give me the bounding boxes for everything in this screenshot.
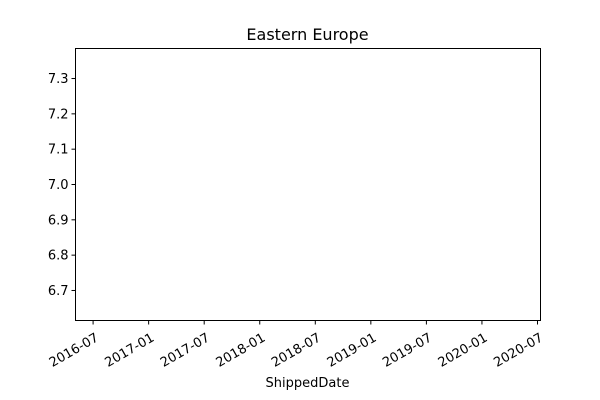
y-tick-label: 7.2: [48, 107, 69, 122]
x-axis-label: ShippedDate: [266, 376, 350, 391]
y-tick-label: 7.0: [48, 178, 69, 193]
y-tick-label: 7.3: [48, 72, 69, 87]
y-tick-label: 7.1: [48, 143, 69, 158]
y-tick-label: 6.7: [48, 284, 69, 299]
y-tick-label: 6.8: [48, 249, 69, 264]
y-axis: 6.7 6.8 6.9 7.0 7.1 7.2 7.3: [48, 72, 76, 299]
y-tick-label: 6.9: [48, 213, 69, 228]
chart-title: Eastern Europe: [246, 25, 368, 44]
